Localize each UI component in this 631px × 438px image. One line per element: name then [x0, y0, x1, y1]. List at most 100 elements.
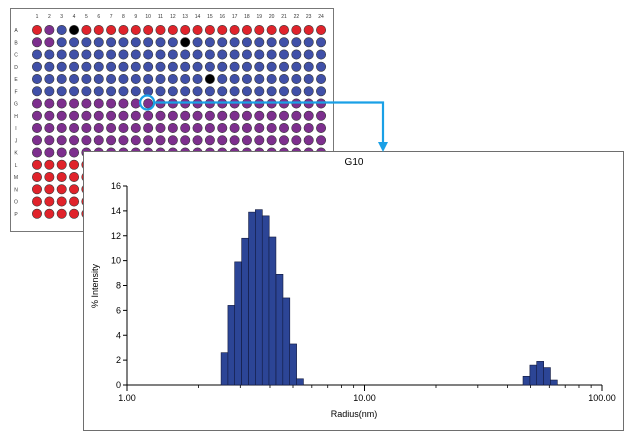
well: [56, 49, 67, 60]
well: [155, 24, 166, 35]
well: [44, 135, 55, 146]
well: [93, 98, 104, 109]
column-label: 22: [294, 14, 300, 20]
well: [303, 24, 314, 35]
well: [241, 110, 252, 121]
well: [81, 86, 92, 97]
well: [31, 24, 42, 35]
well: [278, 135, 289, 146]
well: [106, 61, 117, 72]
well: [278, 86, 289, 97]
well: [204, 110, 215, 121]
well: [316, 98, 327, 109]
y-tick-label: 8: [116, 281, 121, 291]
well: [254, 24, 265, 35]
row-label: N: [14, 187, 18, 193]
well: [93, 110, 104, 121]
well: [217, 61, 228, 72]
well: [229, 37, 240, 48]
well: [118, 61, 129, 72]
well: [81, 135, 92, 146]
well: [266, 123, 277, 134]
well: [69, 49, 80, 60]
well: [303, 98, 314, 109]
well: [241, 98, 252, 109]
well: [56, 196, 67, 207]
well: [81, 61, 92, 72]
row-label: D: [14, 65, 18, 71]
well: [81, 74, 92, 85]
column-label: 24: [318, 14, 324, 20]
well: [130, 61, 141, 72]
well: [56, 159, 67, 170]
column-label: 23: [306, 14, 312, 20]
well: [192, 49, 203, 60]
well: [254, 37, 265, 48]
well: [118, 86, 129, 97]
well: [106, 123, 117, 134]
histogram-bar: [234, 261, 242, 386]
well: [118, 98, 129, 109]
well: [254, 86, 265, 97]
column-label: 12: [170, 14, 176, 20]
well: [143, 37, 154, 48]
well: [56, 172, 67, 183]
well: [155, 49, 166, 60]
well: [217, 49, 228, 60]
row-label: C: [14, 53, 18, 59]
well: [81, 110, 92, 121]
well: [155, 110, 166, 121]
histogram-panel: G10 Radius(nm) % Intensity 0 2 4 6 8 10 12 14 16…: [83, 151, 624, 431]
well: [31, 49, 42, 60]
well: [155, 135, 166, 146]
well: [192, 74, 203, 85]
intensity-histogram: G10 Radius(nm) % Intensity 0 2 4 6 8 10 12 14 16…: [90, 157, 616, 419]
well: [229, 49, 240, 60]
column-label: 21: [281, 14, 287, 20]
well: [278, 110, 289, 121]
well: [106, 110, 117, 121]
well: [44, 196, 55, 207]
row-label: P: [14, 212, 18, 218]
column-label: 3: [60, 14, 63, 20]
well: [180, 24, 191, 35]
well: [204, 86, 215, 97]
well: [167, 135, 178, 146]
histogram-bar: [275, 274, 284, 386]
well: [56, 123, 67, 134]
x-tick-label: 100.00: [588, 393, 616, 403]
well: [130, 37, 141, 48]
well: [278, 49, 289, 60]
well: [81, 98, 92, 109]
well: [106, 135, 117, 146]
well: [143, 98, 154, 109]
histogram-bar: [227, 305, 236, 386]
well: [316, 74, 327, 85]
well: [118, 24, 129, 35]
y-tick-label: 6: [116, 305, 121, 315]
well: [217, 24, 228, 35]
well: [241, 74, 252, 85]
well: [180, 135, 191, 146]
well: [180, 61, 191, 72]
well: [192, 98, 203, 109]
well: [106, 98, 117, 109]
well: [130, 110, 141, 121]
row-label: A: [14, 28, 18, 34]
well: [155, 61, 166, 72]
well: [56, 208, 67, 219]
column-label: 5: [85, 14, 88, 20]
well: [31, 74, 42, 85]
well: [69, 123, 80, 134]
x-tick-label: 10.00: [353, 393, 376, 403]
well: [266, 110, 277, 121]
row-label: M: [14, 175, 18, 181]
column-label: 4: [73, 14, 76, 20]
well: [278, 74, 289, 85]
well: [266, 49, 277, 60]
well: [44, 61, 55, 72]
column-label: 8: [122, 14, 125, 20]
well: [316, 49, 327, 60]
column-label: 10: [145, 14, 151, 20]
column-label: 16: [219, 14, 225, 20]
